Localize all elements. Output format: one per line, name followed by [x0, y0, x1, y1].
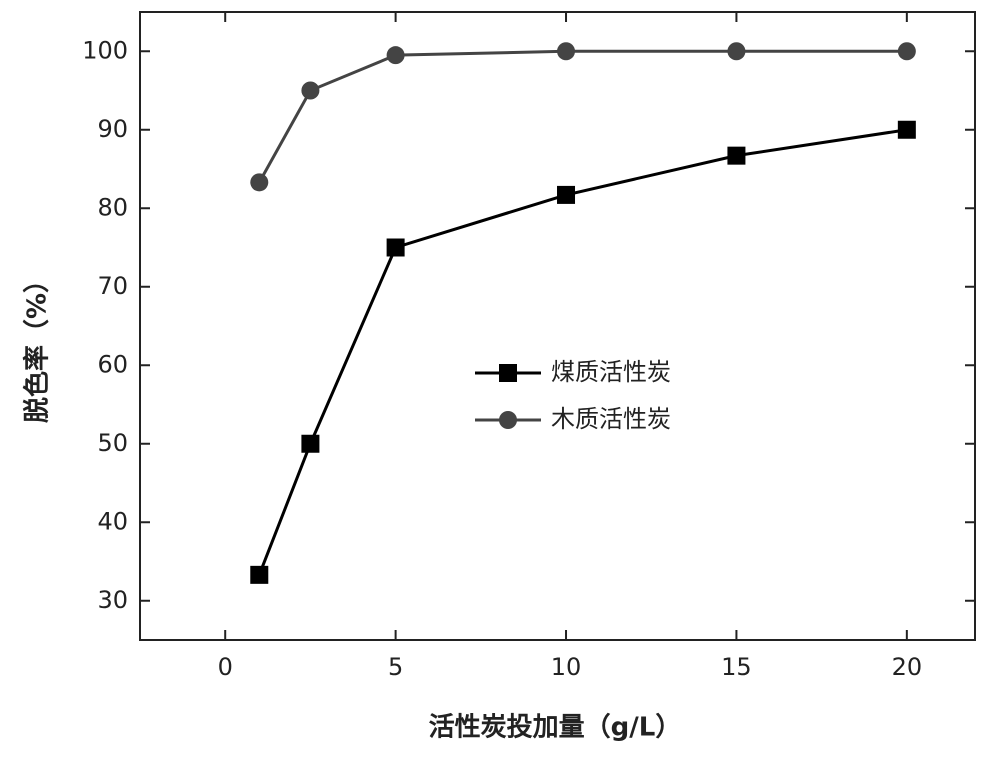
- marker: [897, 42, 916, 61]
- legend-label: 煤质活性炭: [551, 358, 671, 386]
- legend-marker: [499, 411, 517, 429]
- x-tick-label: 5: [388, 653, 403, 681]
- y-tick-label: 70: [97, 272, 128, 300]
- y-axis-label: 脱色率（%）: [22, 267, 53, 423]
- x-tick-label: 10: [551, 653, 582, 681]
- x-tick-label: 15: [721, 653, 752, 681]
- x-axis-label: 活性炭投加量（g/L）: [429, 713, 682, 743]
- marker: [301, 81, 320, 100]
- marker: [727, 146, 746, 165]
- legend-label: 木质活性炭: [551, 405, 671, 433]
- marker: [386, 46, 405, 65]
- marker: [897, 120, 916, 139]
- plot-frame: [139, 11, 976, 641]
- legend-marker: [499, 364, 517, 382]
- series-line: [257, 128, 908, 576]
- y-tick-label: 50: [97, 429, 128, 457]
- y-tick-label: 90: [97, 115, 128, 143]
- marker: [557, 42, 576, 61]
- x-tick-label: 20: [892, 653, 923, 681]
- y-tick-label: 100: [82, 36, 128, 64]
- x-tick-label: 0: [218, 653, 233, 681]
- marker: [727, 42, 746, 61]
- y-tick-label: 30: [97, 586, 128, 614]
- y-tick-label: 60: [97, 350, 128, 378]
- marker: [250, 173, 269, 192]
- marker: [250, 565, 269, 584]
- series-line: [257, 49, 907, 184]
- marker: [301, 434, 320, 453]
- marker: [557, 185, 576, 204]
- y-tick-label: 40: [97, 507, 128, 535]
- marker: [386, 238, 405, 257]
- y-tick-label: 80: [97, 193, 128, 221]
